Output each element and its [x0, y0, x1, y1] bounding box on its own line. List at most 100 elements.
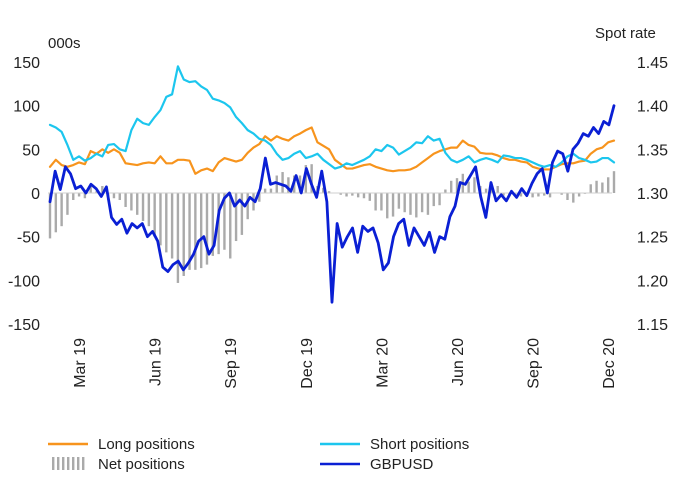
net-position-bar	[455, 178, 459, 193]
net-position-bar	[269, 188, 273, 193]
net-position-bar	[438, 193, 441, 206]
net-position-bar	[124, 193, 127, 207]
net-position-bar	[502, 193, 505, 196]
net-position-bar	[234, 193, 238, 242]
x-tick-label: Sep 20	[526, 338, 543, 389]
legend-label-gbpusd: GBPUSD	[370, 456, 434, 473]
net-position-bar	[531, 193, 534, 198]
net-position-bar	[165, 193, 168, 253]
gbpusd-line	[48, 104, 616, 304]
legend: Long positions Short positions Net posit…	[48, 436, 469, 473]
net-position-bar	[420, 193, 424, 213]
left-tick-label: 100	[13, 99, 40, 116]
legend-label-short: Short positions	[370, 436, 469, 453]
left-axis-title: 000s	[48, 35, 81, 52]
legend-label-net: Net positions	[98, 456, 185, 473]
net-position-bar	[66, 193, 69, 215]
net-position-bar	[54, 193, 58, 233]
net-position-bar	[118, 193, 121, 200]
net-position-bar	[112, 193, 116, 199]
net-position-bar	[397, 193, 401, 209]
left-tick-label: 0	[31, 186, 40, 203]
right-axis-title: Spot rate	[595, 25, 656, 42]
net-position-bar	[304, 165, 308, 193]
x-tick-label: Sep 19	[223, 338, 240, 389]
right-tick-label: 1.35	[637, 142, 668, 159]
right-tick-label: 1.15	[637, 317, 668, 334]
net-position-bar	[281, 172, 284, 193]
left-tick-label: -150	[8, 317, 40, 334]
net-position-bar	[374, 193, 377, 211]
x-tick-label: Mar 20	[374, 338, 391, 388]
net-position-bar	[543, 193, 546, 196]
net-position-bar	[444, 189, 447, 193]
net-position-bar	[211, 193, 214, 256]
net-position-bar	[60, 193, 63, 227]
x-axis: Mar 19 Jun 19 Sep 19 Dec 19 Mar 20 Jun 20 Sep …	[72, 338, 618, 389]
x-tick-label: Dec 20	[601, 338, 618, 389]
net-position-bar	[601, 182, 604, 193]
net-position-bar	[72, 193, 75, 200]
net-position-bar	[432, 193, 435, 207]
net-position-bar	[147, 193, 151, 227]
net-position-bar	[258, 193, 261, 202]
right-tick-label: 1.45	[637, 55, 668, 72]
net-position-bar	[77, 193, 81, 197]
net-position-bar	[606, 177, 610, 193]
net-position-bar	[351, 193, 354, 196]
net-position-bar	[473, 177, 476, 193]
net-position-bar	[194, 193, 197, 270]
right-tick-label: 1.20	[637, 273, 668, 290]
net-position-bar	[223, 193, 226, 250]
net-position-bar	[386, 193, 389, 219]
left-axis: 150 100 50 0 -50 -100 -150	[8, 55, 40, 334]
net-position-bar	[101, 186, 104, 193]
net-position-bar	[560, 193, 563, 195]
net-position-bar	[595, 180, 598, 193]
net-position-bar	[415, 193, 418, 218]
net-position-bar	[339, 193, 342, 195]
net-position-bar	[409, 193, 412, 215]
net-position-bar	[130, 193, 133, 211]
net-position-bar	[136, 193, 139, 215]
net-position-bar	[240, 193, 244, 235]
net-position-bar	[176, 193, 180, 283]
net-position-bar	[566, 193, 569, 200]
net-position-bar	[572, 193, 575, 203]
net-position-bar	[159, 193, 162, 246]
net-position-bar	[391, 193, 395, 217]
net-position-bar	[287, 177, 290, 193]
long-positions-line	[48, 126, 616, 175]
net-position-bar	[519, 193, 523, 197]
net-position-bar	[403, 193, 406, 213]
net-position-bar	[188, 193, 191, 270]
net-position-bar	[310, 164, 313, 193]
net-position-bar	[496, 186, 499, 193]
net-position-bar	[83, 193, 87, 199]
lines-layer	[48, 65, 616, 304]
net-position-bar	[368, 193, 371, 201]
net-position-bar	[205, 193, 209, 265]
net-position-bar	[199, 193, 203, 269]
net-position-bar	[263, 188, 267, 193]
net-position-bar	[170, 193, 174, 259]
left-tick-label: 150	[13, 55, 40, 72]
net-position-bar	[327, 191, 331, 193]
left-tick-label: -100	[8, 273, 40, 290]
x-tick-label: Jun 19	[148, 338, 165, 386]
net-position-bar	[182, 193, 185, 276]
net-position-bar	[450, 180, 453, 193]
net-position-bar	[89, 186, 92, 193]
x-tick-label: Dec 19	[299, 338, 316, 389]
short-positions-line	[48, 65, 616, 170]
net-position-bar	[229, 193, 232, 259]
right-axis: 1.45 1.40 1.35 1.30 1.25 1.20 1.15	[637, 55, 668, 334]
net-position-bar	[484, 188, 488, 193]
net-position-bar	[548, 193, 552, 198]
net-position-bar	[141, 193, 145, 221]
net-position-bar	[153, 193, 156, 237]
net-position-bar	[537, 193, 540, 197]
net-position-bar	[380, 193, 383, 211]
